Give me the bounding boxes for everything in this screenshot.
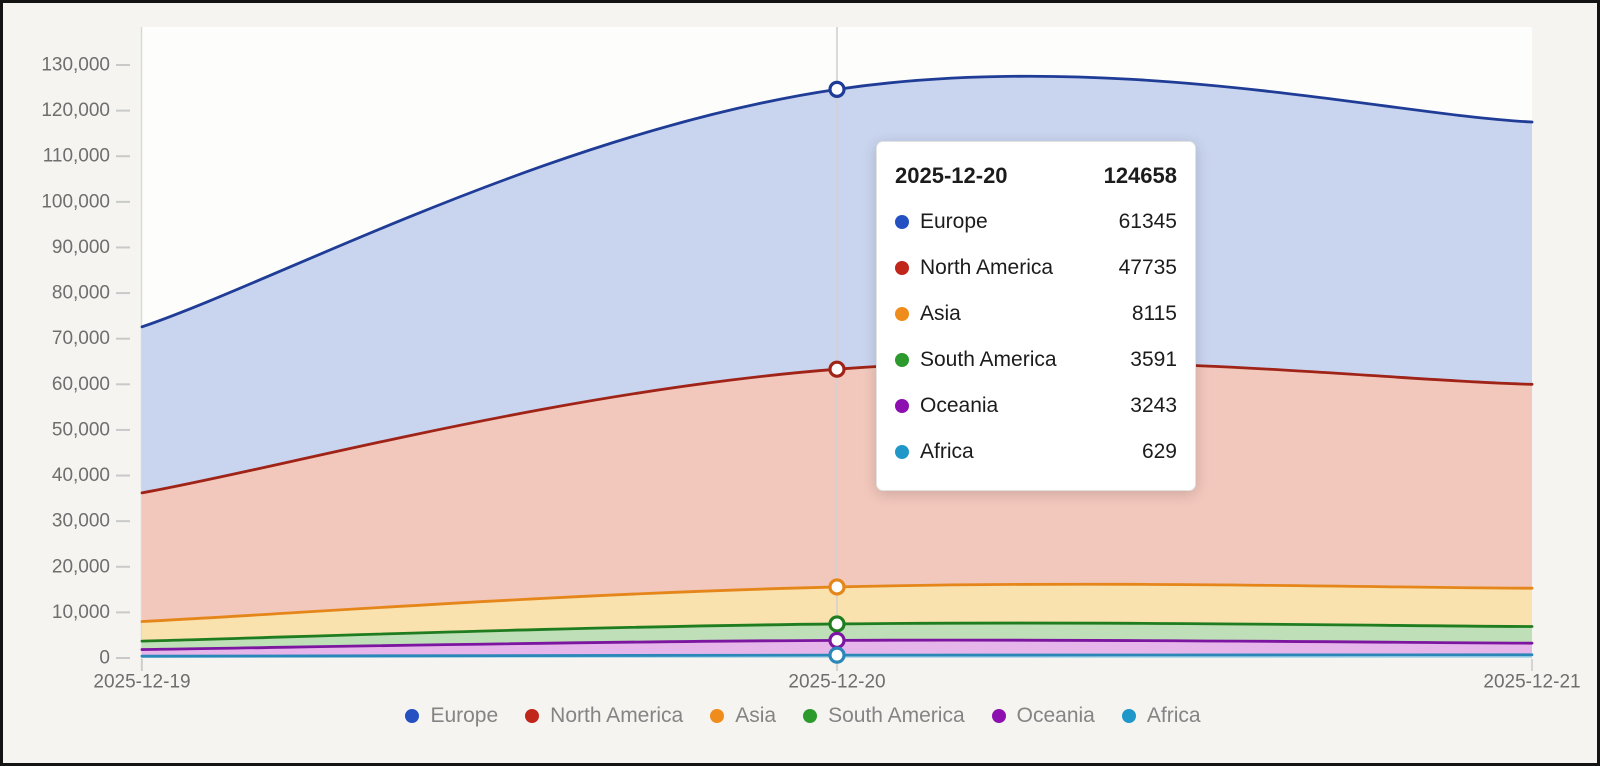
legend-item-africa[interactable]: Africa [1121,704,1201,728]
tooltip-row: Asia 8115 [895,291,1177,337]
tooltip-series-label: Oceania [920,394,999,417]
tooltip-series-value: 3591 [1130,348,1177,371]
legend-item-south-america[interactable]: South America [803,704,965,728]
series-color-dot-icon [895,353,909,367]
tooltip-series-label: North America [920,256,1054,279]
series-color-dot-icon [895,399,909,413]
tooltip-series-value: 629 [1141,440,1177,463]
tooltip-total: 124658 [1103,163,1177,188]
y-axis-label: 50,000 [52,419,110,440]
marker-africa[interactable] [828,646,846,664]
y-axis-label: 120,000 [41,100,110,121]
legend-label: Oceania [1016,704,1095,727]
series-color-dot-icon [895,215,909,229]
tooltip-series-value: 8115 [1131,302,1177,325]
tooltip-row: Europe 61345 [895,199,1177,245]
tooltip-series-value: 61345 [1118,210,1177,233]
y-axis-label: 0 [99,648,110,669]
x-axis-label: 2025-12-21 [1483,672,1580,693]
marker-south-america[interactable] [828,615,846,633]
tooltip-series-label: Europe [920,210,988,233]
tooltip-date: 2025-12-20 [895,163,1008,188]
marker-oceania[interactable] [828,631,846,649]
tooltip-series-value: 47735 [1118,256,1177,279]
tooltip-series-label: South America [920,348,1057,371]
chart-legend: Europe North America Asia South America Ocea… [3,704,1597,728]
marker-asia[interactable] [828,578,846,596]
legend-item-north-america[interactable]: North America [525,704,683,728]
y-axis-label: 30,000 [52,511,110,532]
y-axis-label: 60,000 [52,374,110,395]
y-axis-label: 40,000 [52,465,110,486]
legend-item-europe[interactable]: Europe [405,704,498,728]
legend-dot-icon [405,709,420,723]
legend-label: South America [828,704,965,727]
tooltip-series-label: Asia [920,302,961,325]
legend-item-oceania[interactable]: Oceania [991,704,1095,728]
series-color-dot-icon [895,261,909,275]
tooltip-series-label: Africa [920,440,974,463]
legend-label: Europe [430,704,499,727]
marker-europe[interactable] [828,80,846,98]
tooltip-row: Oceania 3243 [895,383,1177,429]
tooltip-series-value: 3243 [1130,394,1177,417]
legend-dot-icon [710,709,725,723]
stacked-area-chart: 0 10,000 20,000 30,000 40,000 50,000 60,000 70,… [41,27,1581,693]
series-color-dot-icon [895,307,909,321]
tooltip-rows: Europe 61345 North America 47735 Asia 8115 Sou… [895,199,1177,475]
legend-dot-icon [1121,709,1136,723]
series-color-dot-icon [895,445,909,459]
y-axis-label: 110,000 [43,146,110,167]
y-axis-label: 10,000 [52,602,110,623]
tooltip-header: 2025-12-20 124658 [895,155,1177,199]
legend-label: Africa [1146,704,1201,727]
legend-dot-icon [991,709,1006,723]
y-axis-label: 20,000 [52,556,110,577]
tooltip-row: North America 47735 [895,245,1177,291]
legend-item-asia[interactable]: Asia [710,704,776,728]
legend-label: North America [550,704,684,727]
y-axis-label: 80,000 [52,283,110,304]
legend-dot-icon [803,709,818,723]
x-axis-label: 2025-12-20 [788,672,885,693]
marker-north-america[interactable] [828,360,846,378]
y-axis-label: 90,000 [52,237,110,258]
y-axis-label: 100,000 [41,191,110,212]
tooltip-row: Africa 629 [895,429,1177,475]
y-axis-label: 70,000 [52,328,110,349]
y-axis-label: 130,000 [41,55,110,76]
tooltip-row: South America 3591 [895,337,1177,383]
legend-dot-icon [525,709,540,723]
chart-tooltip: 2025-12-20 124658 Europe 61345 North Ameri… [876,141,1196,491]
x-axis-label: 2025-12-19 [93,672,190,693]
legend-label: Asia [735,704,777,727]
